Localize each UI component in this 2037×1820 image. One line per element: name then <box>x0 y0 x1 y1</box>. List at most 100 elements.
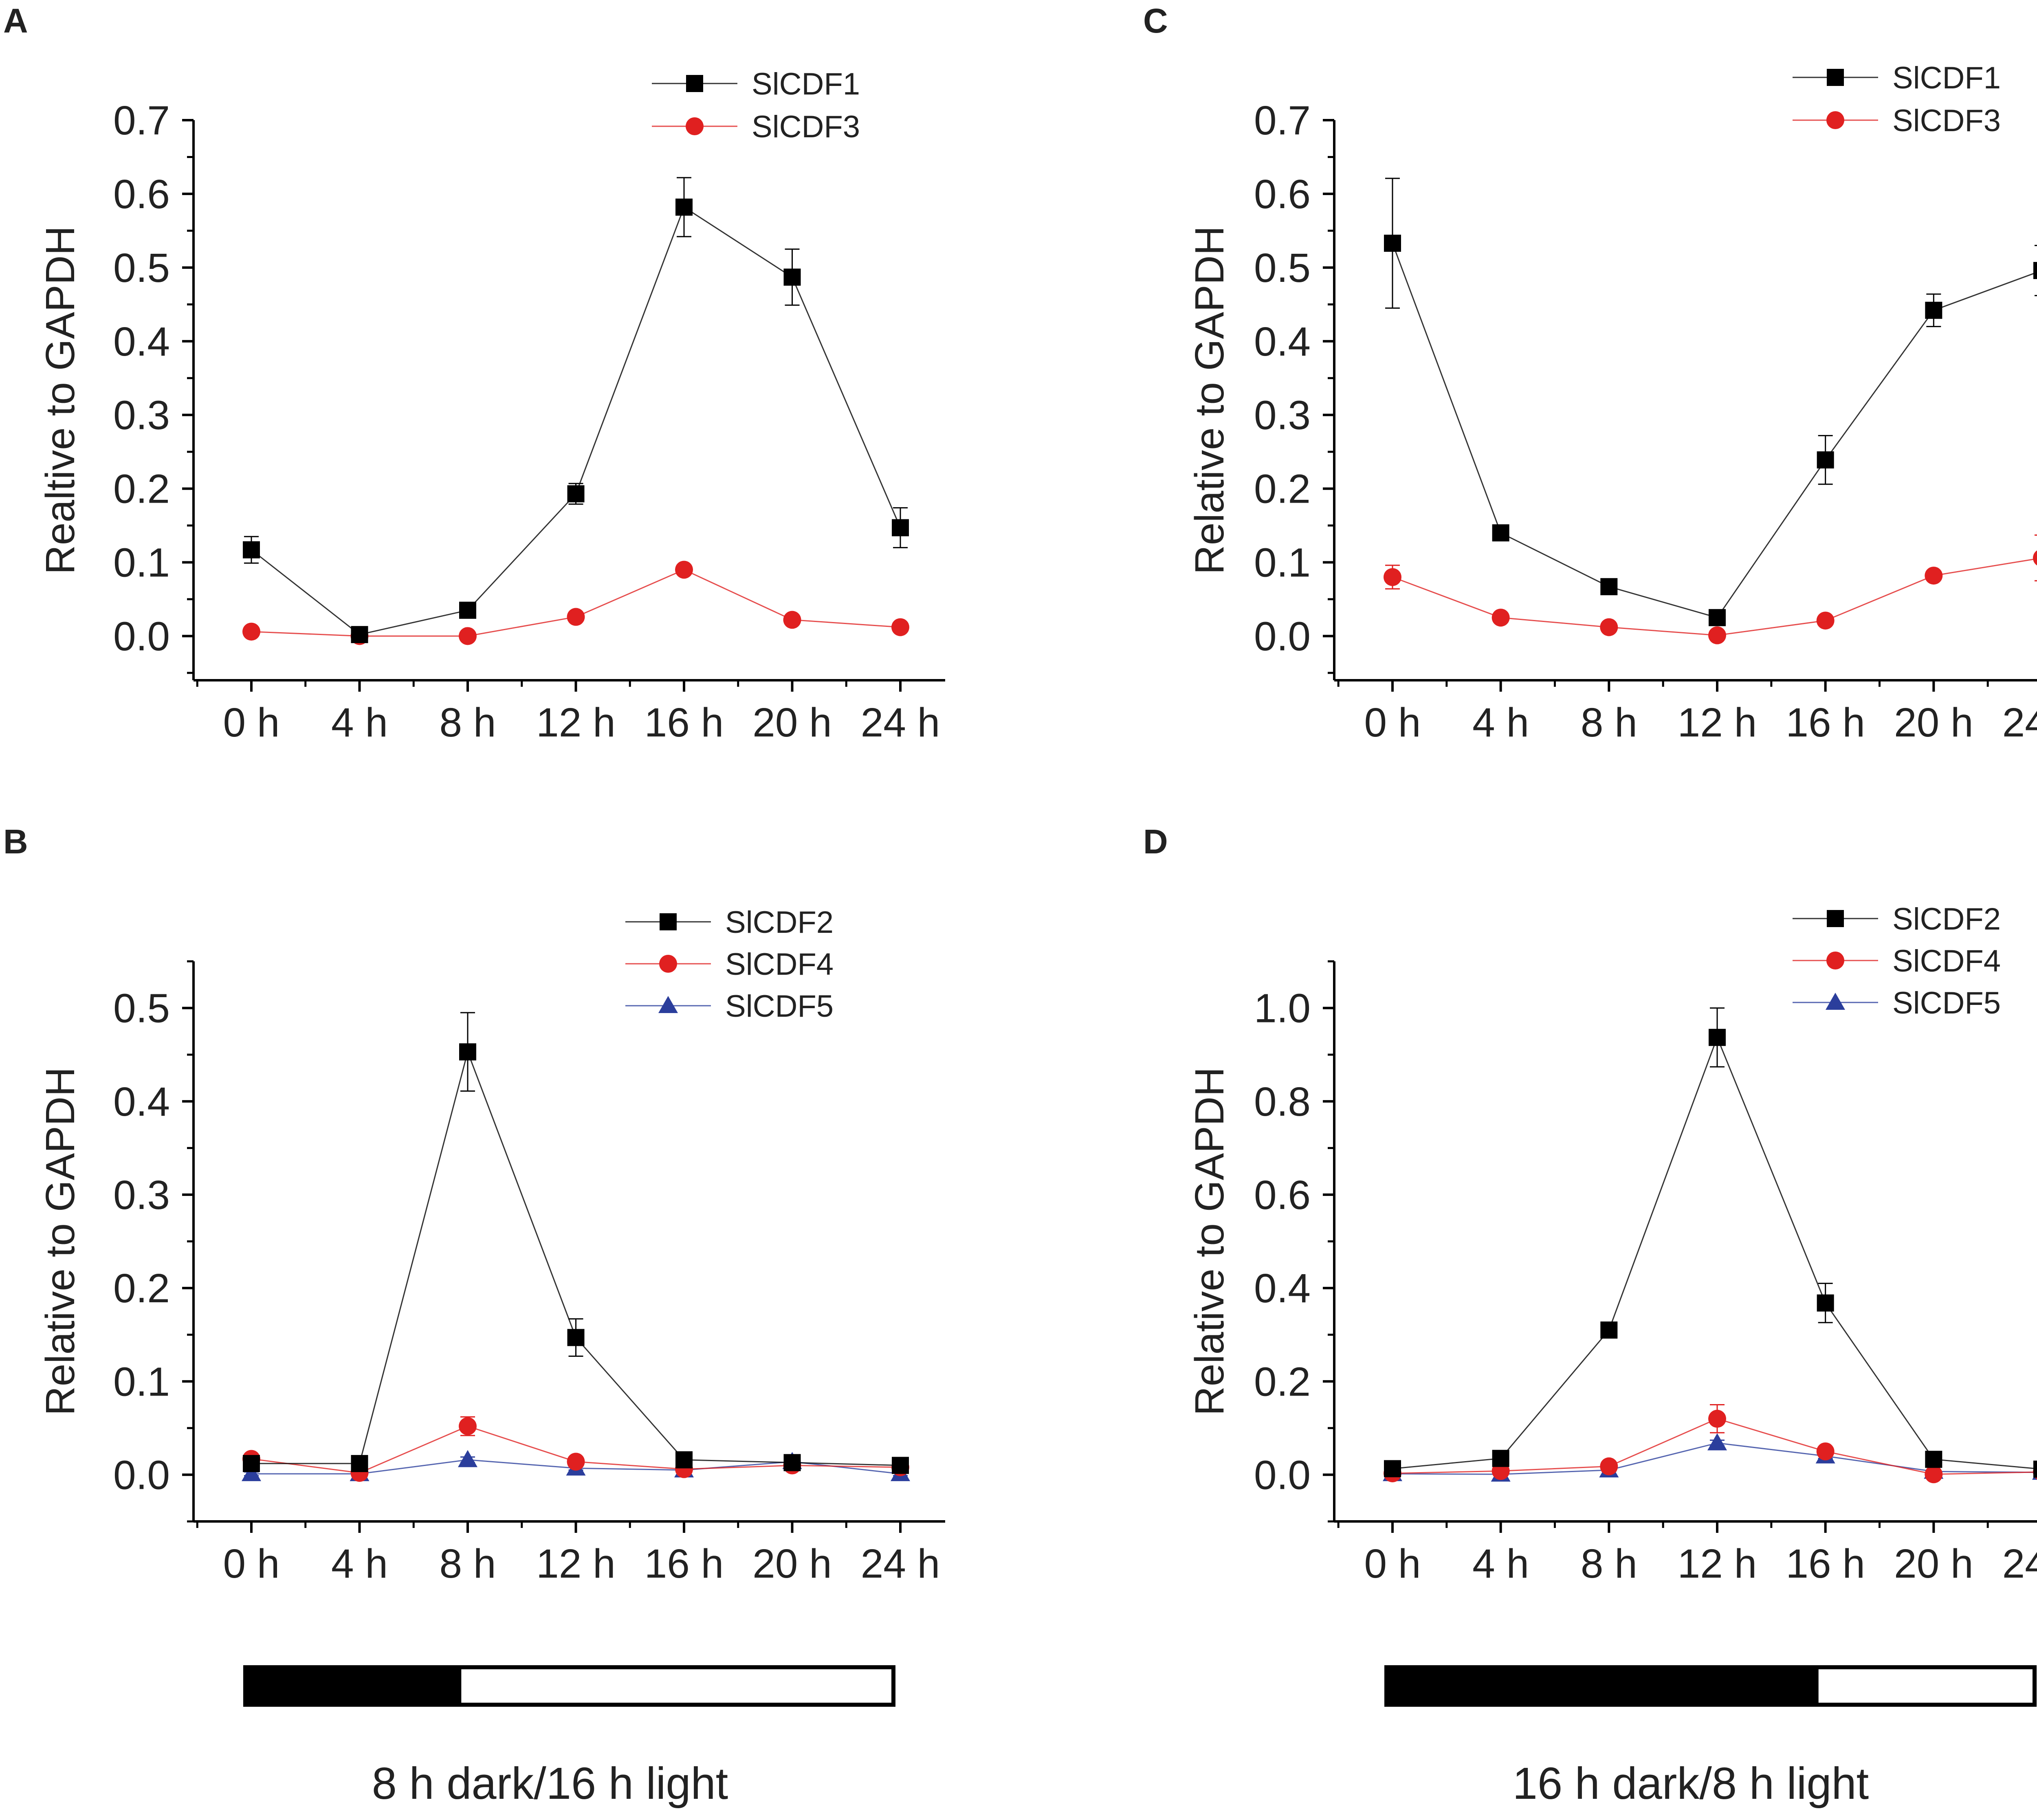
y-tick-label: 0.0 <box>1254 613 1311 659</box>
y-tick-label: 0.5 <box>1254 245 1311 291</box>
y-tick-label: 0.6 <box>113 171 170 217</box>
data-point <box>783 611 801 629</box>
legend-marker <box>686 117 704 135</box>
y-tick-label: 0.1 <box>1254 540 1311 586</box>
x-tick-label: 0 h <box>1364 700 1421 745</box>
photoperiod-left: 8 h dark/16 h light <box>243 1665 895 1809</box>
x-tick-label: 24 h <box>861 1541 940 1587</box>
y-tick-label: 0.8 <box>1254 1079 1311 1125</box>
y-tick-label: 0.3 <box>113 393 170 438</box>
legend-label: SlCDF5 <box>1892 986 2001 1020</box>
data-point <box>1925 1451 1942 1468</box>
panel-label-b: B <box>3 822 28 861</box>
x-tick-label: 20 h <box>752 1541 832 1587</box>
y-tick-label: 0.3 <box>1254 393 1311 438</box>
x-tick-label: 8 h <box>439 700 496 745</box>
chart-panel-d: D 0.0 0.2 0.4 0.6 0.8 1.0 0 h 4 h 8 h 12 h 16 h 20 … <box>1143 822 2037 1587</box>
y-tick-label: 0.0 <box>113 613 170 659</box>
y-tick-label: 0.1 <box>113 1359 170 1405</box>
data-point <box>1600 618 1618 636</box>
data-point <box>1817 451 1834 469</box>
photoperiod-dark-segment <box>1386 1667 1819 1705</box>
series-slcdf1 <box>243 177 909 643</box>
legend-label: SlCDF5 <box>725 989 834 1024</box>
data-point <box>243 541 260 558</box>
panel-label-d: D <box>1143 822 1168 861</box>
data-point <box>1384 235 1401 252</box>
legend-item: SlCDF5 <box>625 989 834 1024</box>
x-tick-label: 4 h <box>331 1541 388 1587</box>
y-tick-label: 0.5 <box>113 986 170 1031</box>
y-axis-title: Relative to GAPDH <box>1187 1067 1232 1416</box>
x-tick-label: 16 h <box>1786 1541 1865 1587</box>
photoperiod-dark-segment <box>245 1667 462 1705</box>
legend-item: SlCDF1 <box>652 67 860 101</box>
x-tick-label: 24 h <box>861 700 940 745</box>
x-tick-label: 12 h <box>1678 700 1757 745</box>
legend-label: SlCDF2 <box>1892 902 2001 936</box>
y-tick-label: 1.0 <box>1254 986 1311 1031</box>
x-tick-label: 16 h <box>1786 700 1865 745</box>
data-point <box>459 602 476 619</box>
data-point <box>243 1455 260 1472</box>
legend-item: SlCDF3 <box>1793 103 2001 138</box>
legend-label: SlCDF2 <box>725 905 834 940</box>
x-tick-label: 8 h <box>1581 700 1637 745</box>
data-point <box>675 561 693 579</box>
x-tick-label: 0 h <box>223 1541 279 1587</box>
legend-marker <box>1827 69 1844 86</box>
legend-item: SlCDF4 <box>625 947 834 982</box>
y-tick-label: 0.4 <box>1254 319 1311 365</box>
y-axis-title: Relative to GAPDH <box>1187 226 1232 575</box>
data-point <box>783 268 801 286</box>
data-point <box>1816 611 1835 630</box>
legend-item: SlCDF2 <box>625 905 834 940</box>
series-slcdf3 <box>1384 534 2037 644</box>
data-point <box>567 485 585 503</box>
legend-marker <box>1826 952 1844 969</box>
data-point <box>1600 578 1618 596</box>
data-point <box>1707 1433 1727 1451</box>
data-point <box>242 1464 261 1481</box>
data-point <box>891 618 909 636</box>
x-tick-label: 4 h <box>1472 700 1529 745</box>
legend-item: SlCDF5 <box>1793 986 2001 1020</box>
series-slcdf3 <box>242 561 909 645</box>
data-point <box>1492 1450 1509 1467</box>
x-tick-label: 12 h <box>1678 1541 1757 1587</box>
panel-label-c: C <box>1143 2 1168 40</box>
x-tick-label: 24 h <box>2002 700 2037 745</box>
legend-item: SlCDF2 <box>1793 902 2001 936</box>
legend-label: SlCDF1 <box>752 67 860 101</box>
x-tick-label: 12 h <box>536 1541 616 1587</box>
data-point <box>567 1453 585 1471</box>
legend-marker <box>1826 993 1845 1010</box>
data-point <box>2033 1460 2037 1478</box>
legend-item: SlCDF1 <box>1793 61 2001 95</box>
x-tick-label: 20 h <box>1894 1541 1973 1587</box>
legend-marker <box>658 996 678 1013</box>
chart-panel-b: B 0.0 0.1 0.2 0.3 0.4 0.5 0 h 4 h 8 h 12 h 16 h 20 … <box>3 822 945 1587</box>
legend: SlCDF2 SlCDF4 SlCDF5 <box>625 905 834 1024</box>
legend-label: SlCDF1 <box>1892 61 2001 95</box>
data-point <box>1600 1321 1618 1339</box>
y-tick-label: 0.6 <box>1254 171 1311 217</box>
legend-item: SlCDF3 <box>652 110 860 144</box>
data-point <box>2033 550 2037 566</box>
series-slcdf1 <box>1384 178 2037 626</box>
data-point <box>675 1451 693 1468</box>
y-tick-label: 0.3 <box>113 1172 170 1218</box>
y-tick-label: 0.1 <box>113 540 170 586</box>
y-tick-label: 0.2 <box>1254 466 1311 512</box>
data-point <box>1925 567 1943 585</box>
legend-label: SlCDF4 <box>1892 944 2001 978</box>
y-tick-label: 0.7 <box>1254 98 1311 143</box>
data-point <box>1925 1465 1943 1484</box>
data-point <box>567 608 585 626</box>
data-point <box>459 627 477 645</box>
x-tick-label: 0 h <box>223 700 279 745</box>
data-point <box>783 1454 801 1471</box>
legend: SlCDF1 SlCDF3 <box>1793 61 2001 138</box>
